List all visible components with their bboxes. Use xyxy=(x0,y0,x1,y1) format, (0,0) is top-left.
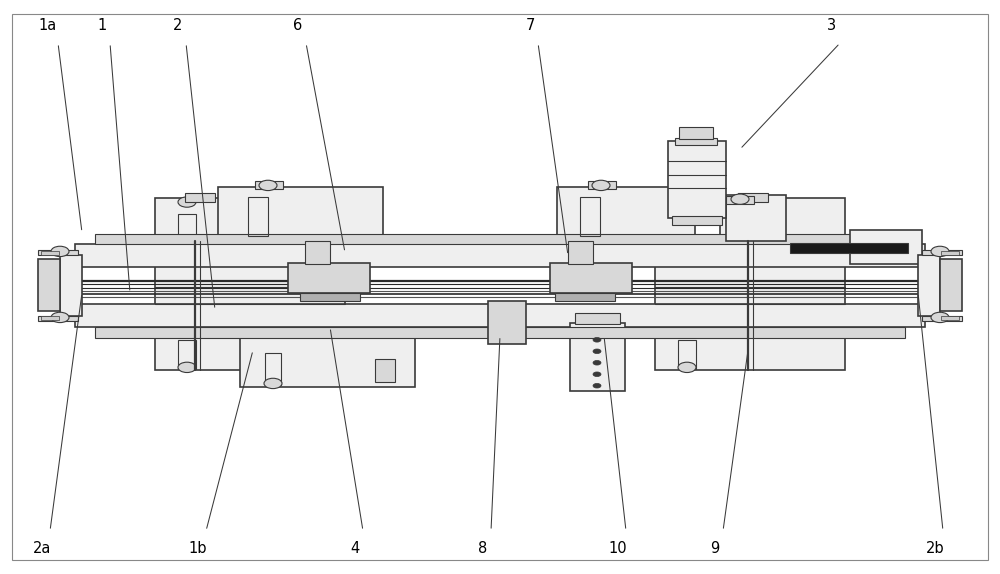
Bar xyxy=(738,214,756,242)
Circle shape xyxy=(931,246,949,257)
Bar xyxy=(60,255,82,316)
Bar xyxy=(588,181,616,189)
Bar xyxy=(655,244,845,324)
Circle shape xyxy=(178,197,196,207)
Circle shape xyxy=(678,362,696,373)
Bar xyxy=(38,259,60,311)
Bar xyxy=(570,323,625,391)
Bar xyxy=(218,187,383,241)
Bar xyxy=(678,340,696,369)
Bar xyxy=(941,251,959,255)
Bar xyxy=(668,141,726,218)
Bar xyxy=(941,316,959,320)
Bar xyxy=(720,198,845,244)
Circle shape xyxy=(593,349,601,354)
Bar xyxy=(488,301,526,344)
Text: 6: 6 xyxy=(293,18,303,33)
Bar xyxy=(75,304,925,327)
Bar xyxy=(568,241,593,264)
Text: 1: 1 xyxy=(97,18,107,33)
Bar xyxy=(675,138,717,145)
Circle shape xyxy=(593,383,601,388)
Circle shape xyxy=(593,360,601,365)
Circle shape xyxy=(51,246,69,257)
Bar xyxy=(38,316,78,321)
Bar xyxy=(75,244,925,267)
Text: 2: 2 xyxy=(173,18,183,33)
Bar xyxy=(265,353,281,385)
Text: 4: 4 xyxy=(350,541,360,556)
Bar xyxy=(155,244,345,324)
Bar xyxy=(580,197,600,236)
Bar xyxy=(155,198,280,244)
Bar xyxy=(557,187,695,241)
Circle shape xyxy=(264,378,282,389)
Bar xyxy=(288,263,370,293)
Bar xyxy=(679,127,713,139)
Circle shape xyxy=(178,362,196,373)
Bar xyxy=(38,250,78,255)
Circle shape xyxy=(593,338,601,342)
Bar xyxy=(248,197,268,236)
Bar xyxy=(940,259,962,311)
Circle shape xyxy=(731,194,749,204)
Text: 10: 10 xyxy=(609,541,627,556)
Bar xyxy=(738,193,768,202)
Bar xyxy=(575,313,620,324)
Text: 9: 9 xyxy=(710,541,720,556)
Bar xyxy=(155,324,345,370)
Text: 2b: 2b xyxy=(926,541,944,556)
Bar xyxy=(726,195,786,241)
Bar xyxy=(922,250,962,255)
Bar xyxy=(790,243,908,253)
Bar xyxy=(550,263,632,293)
Circle shape xyxy=(51,312,69,323)
Bar xyxy=(655,324,845,370)
Bar xyxy=(672,216,722,225)
Bar xyxy=(41,316,59,320)
Bar xyxy=(240,319,415,387)
Bar xyxy=(300,293,360,301)
Bar xyxy=(178,214,196,242)
Bar xyxy=(95,327,905,338)
Bar xyxy=(918,255,940,316)
Circle shape xyxy=(259,180,277,191)
Bar xyxy=(185,193,215,202)
Text: 3: 3 xyxy=(827,18,837,33)
Text: 1b: 1b xyxy=(189,541,207,556)
Text: 2a: 2a xyxy=(33,541,51,556)
Bar xyxy=(850,230,922,264)
Text: 7: 7 xyxy=(525,18,535,33)
Text: 8: 8 xyxy=(478,541,488,556)
Bar xyxy=(178,340,196,369)
Bar xyxy=(555,293,615,301)
Circle shape xyxy=(931,312,949,323)
Circle shape xyxy=(593,372,601,377)
Bar xyxy=(375,359,395,382)
Bar xyxy=(95,234,905,244)
Bar xyxy=(726,196,754,204)
Circle shape xyxy=(592,180,610,191)
Bar xyxy=(922,316,962,321)
Bar xyxy=(41,251,59,255)
Text: 1a: 1a xyxy=(39,18,57,33)
Bar xyxy=(255,181,283,189)
Circle shape xyxy=(738,197,756,207)
Bar xyxy=(305,241,330,264)
